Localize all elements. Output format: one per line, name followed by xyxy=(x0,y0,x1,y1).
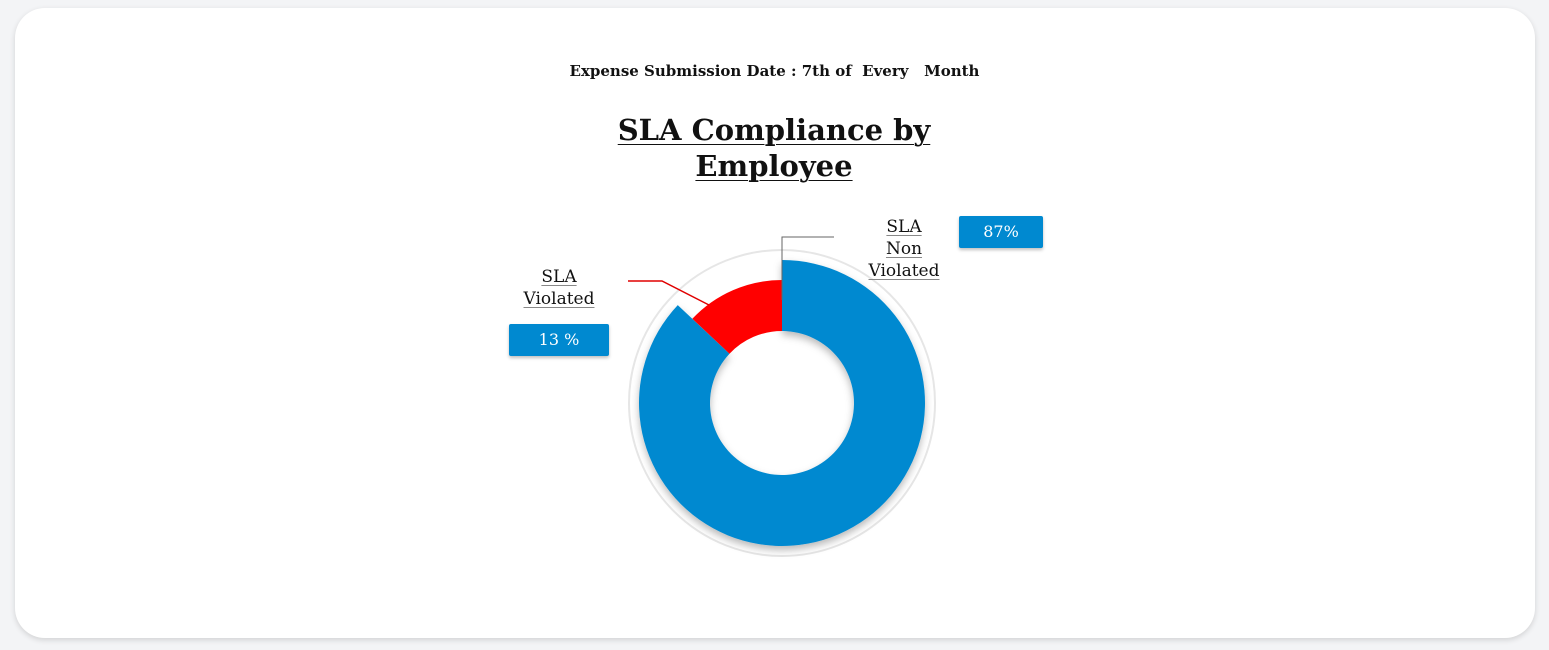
slice-label-non-violated-line3: Violated xyxy=(868,261,940,281)
slice-label-violated-line1: SLA xyxy=(541,267,577,287)
slice-label-non-violated-line1: SLA xyxy=(886,217,922,237)
submission-date-subtitle: Expense Submission Date : 7th of Every M… xyxy=(569,62,980,80)
chart-title-line1: SLA Compliance by xyxy=(617,113,931,147)
slice-violated xyxy=(692,280,782,354)
value-badge-violated: 13 % xyxy=(509,324,609,356)
leader-line-non-violated xyxy=(781,236,834,300)
slice-label-non-violated-line2: Non xyxy=(885,239,923,259)
value-badge-non-violated: 87% xyxy=(959,216,1043,248)
slice-non-violated xyxy=(639,260,925,546)
chart-title: SLA Compliance by Employee xyxy=(574,112,974,184)
slice-label-non-violated: SLA Non Violated xyxy=(852,216,956,282)
chart-title-line2: Employee xyxy=(695,149,853,183)
donut-slices xyxy=(639,260,925,546)
leader-line-violated xyxy=(628,280,710,306)
slice-label-violated-line2: Violated xyxy=(523,289,595,309)
slice-label-violated: SLA Violated xyxy=(508,266,610,310)
